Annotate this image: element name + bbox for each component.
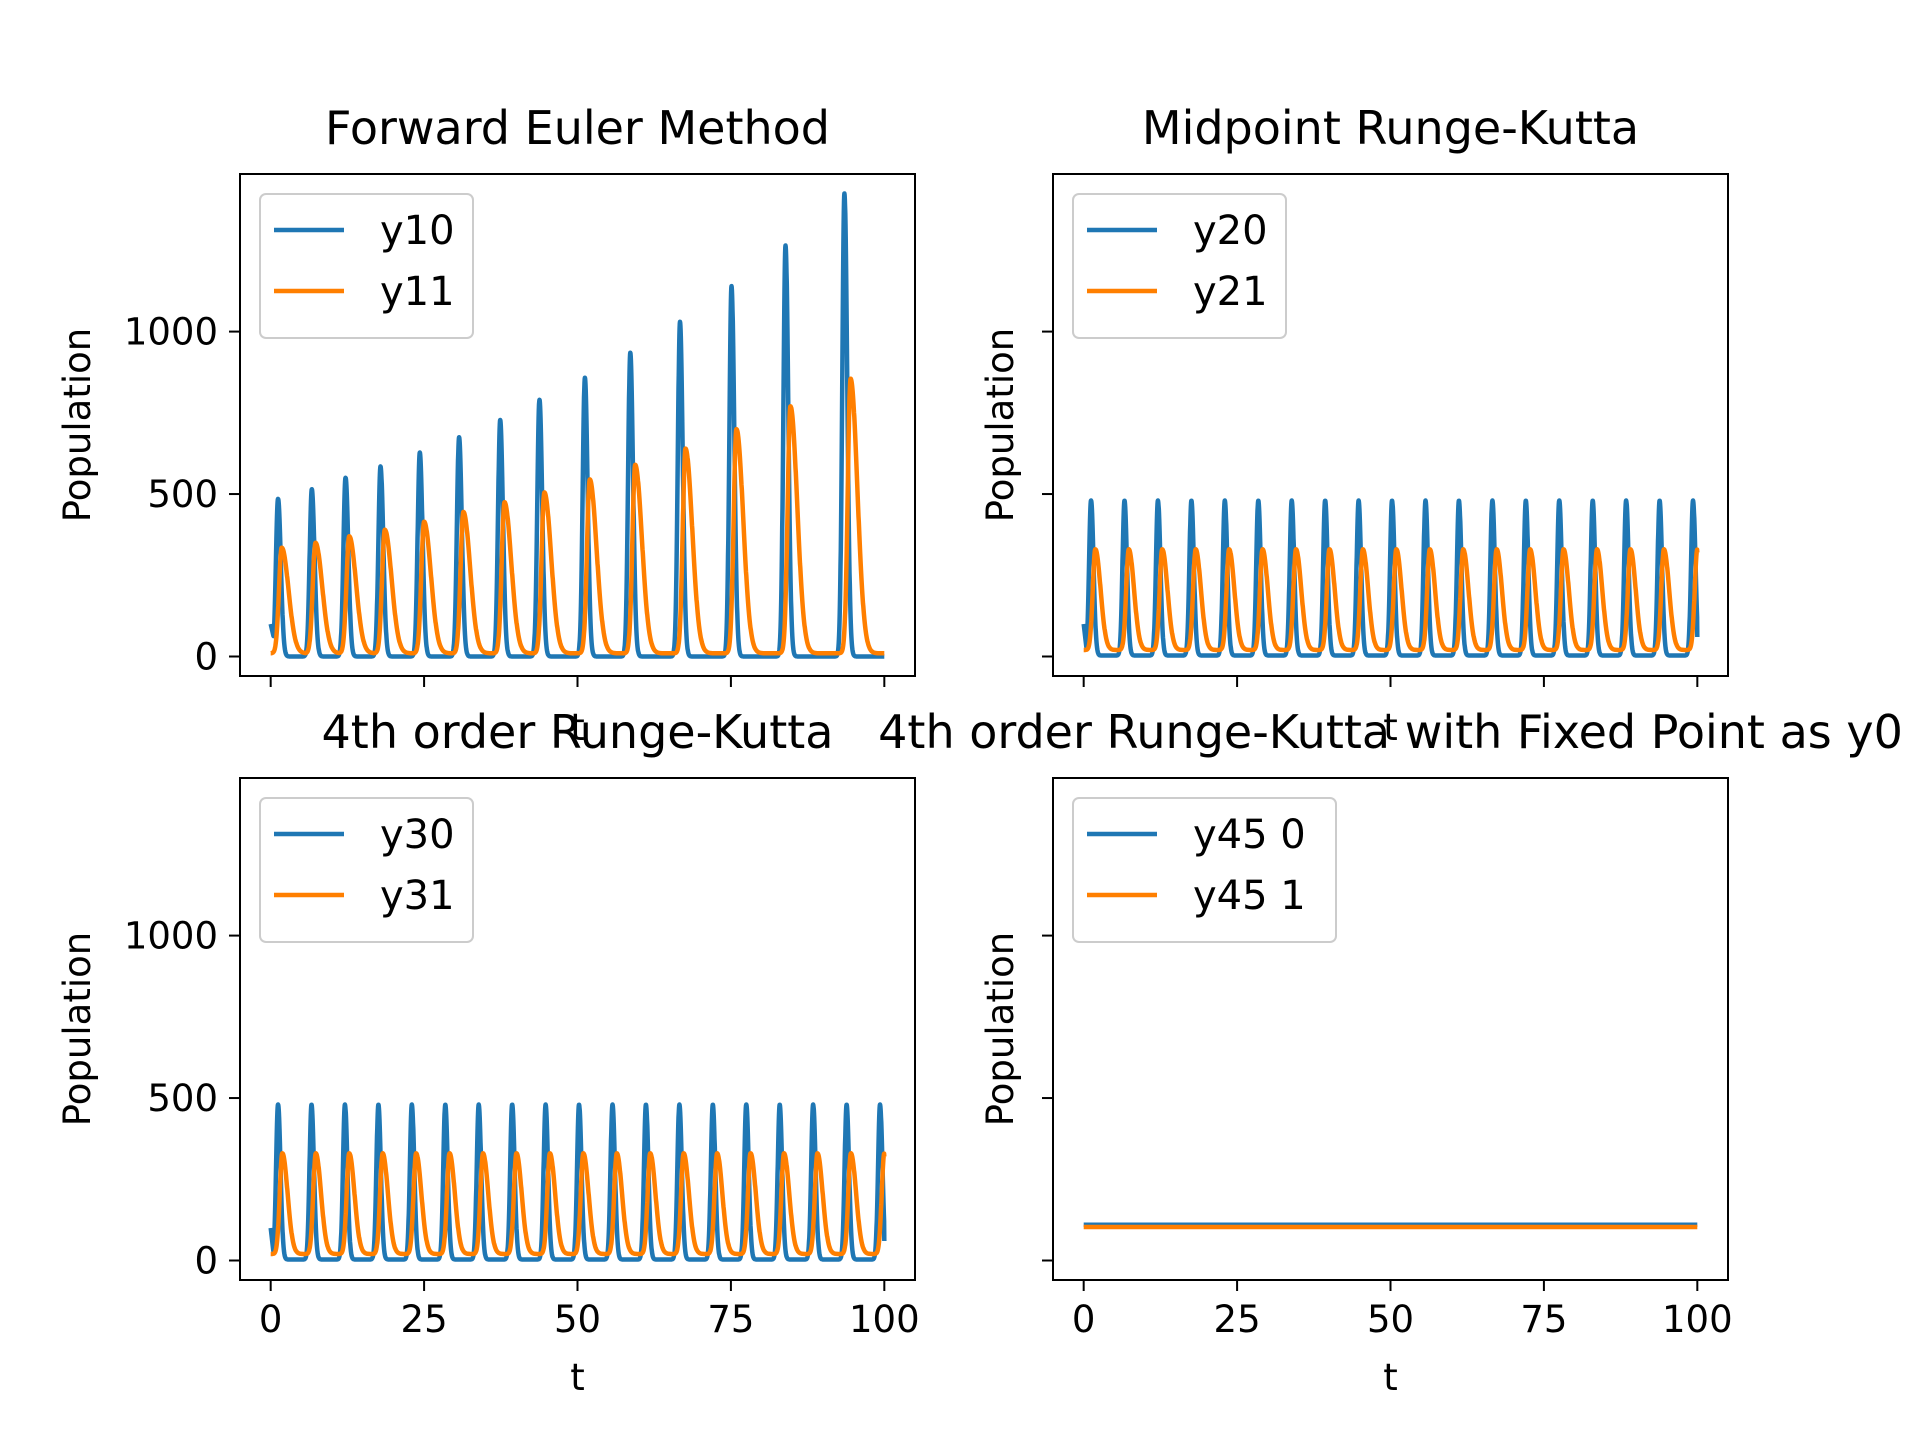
x-axis-label: t [570, 1356, 585, 1399]
subplot-1: 0 500 1000 t Population Forward Euler Method y… [56, 101, 916, 749]
chart-title: Forward Euler Method [325, 101, 830, 155]
plot-area [1081, 498, 1700, 658]
x-axis-label: t [1383, 706, 1398, 749]
y-axis-label: Population [56, 328, 99, 522]
series-line-y21 [1081, 547, 1700, 653]
legend-label: y30 [380, 812, 455, 858]
legend-label: y31 [380, 873, 455, 919]
legend: y45 0 y45 1 [1072, 797, 1337, 943]
series-line-y31 [268, 1151, 887, 1257]
chart-title: 4th order Runge-Kutta [322, 705, 834, 759]
y-tick-label: 0 [194, 1240, 218, 1283]
legend-label: y11 [380, 269, 455, 315]
y-tick-label: 500 [147, 473, 218, 516]
x-tick-label: 50 [554, 1298, 601, 1341]
x-tick-label: 25 [401, 1298, 448, 1341]
legend-label: y10 [380, 208, 455, 254]
y-tick-label: 1000 [124, 311, 218, 354]
series-line-y11 [268, 376, 887, 656]
y-axis-label: Population [979, 328, 1022, 522]
x-tick-label: 75 [707, 1298, 754, 1341]
x-axis-label: t [1383, 1356, 1398, 1399]
x-tick-label: 100 [1662, 1298, 1733, 1341]
legend-label: y20 [1193, 208, 1268, 254]
subplot-4: 0 25 50 75 100 t Population 4th order Runge-Kut… [878, 705, 1903, 1399]
x-tick-label: 50 [1367, 1298, 1414, 1341]
x-tick-label: 0 [1072, 1298, 1096, 1341]
y-axis-label: Population [56, 932, 99, 1126]
plot-area [1083, 1222, 1698, 1230]
plot-area [268, 191, 887, 659]
chart-title: 4th order Runge-Kutta with Fixed Point a… [878, 705, 1903, 759]
plot-area [268, 1102, 887, 1262]
x-tick-label: 100 [849, 1298, 920, 1341]
y-tick-label: 1000 [124, 915, 218, 958]
chart-title: Midpoint Runge-Kutta [1142, 101, 1639, 155]
x-tick-label: 25 [1214, 1298, 1261, 1341]
x-tick-label: 75 [1520, 1298, 1567, 1341]
y-tick-label: 0 [194, 636, 218, 679]
y-tick-label: 500 [147, 1077, 218, 1120]
x-axis-label: t [570, 706, 585, 749]
series-line-y10 [268, 191, 887, 659]
legend-label: y45 1 [1193, 873, 1306, 919]
legend-label: y21 [1193, 269, 1268, 315]
y-axis-label: Population [979, 932, 1022, 1126]
x-tick-label: 0 [259, 1298, 283, 1341]
legend-label: y45 0 [1193, 812, 1306, 858]
